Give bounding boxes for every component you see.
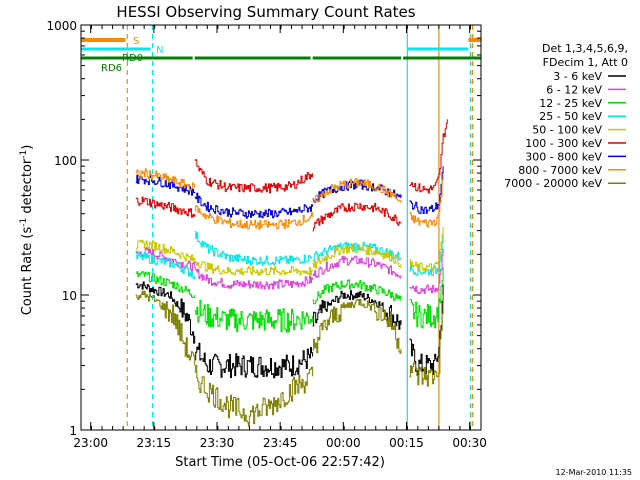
series-line-0-segment-0 — [135, 281, 196, 344]
series-line-5-segment-0 — [135, 196, 196, 218]
series-line-1-segment-1 — [194, 267, 314, 290]
series-line-7-segment-3 — [409, 173, 444, 228]
series-line-7-segment-2 — [312, 178, 402, 203]
series-line-2-segment-2 — [312, 279, 402, 305]
series-line-4-segment-1 — [194, 260, 314, 276]
series-line-8-segment-3 — [409, 295, 444, 387]
legend-entry-label: 12 - 25 keV — [539, 97, 602, 110]
series-line-2-segment-0 — [135, 270, 196, 298]
y-axis-label-sup1: -1 — [19, 218, 29, 227]
series-line-6-segment-0 — [135, 174, 196, 196]
legend-entry-label: 100 - 300 keV — [525, 137, 602, 150]
series-line-3-segment-2 — [312, 241, 402, 262]
flag-label-s: S — [133, 36, 139, 47]
y-tick-label: 1000 — [46, 19, 77, 33]
y-axis-label-mid: detector — [20, 158, 35, 218]
series-line-3-segment-0 — [135, 252, 196, 280]
x-tick-label: 00:00 — [326, 436, 361, 450]
y-tick-label: 1 — [69, 424, 77, 438]
legend-entry-label: 800 - 7000 keV — [518, 164, 602, 177]
series-line-3-segment-1 — [194, 231, 313, 266]
x-tick-label: 00:30 — [452, 436, 487, 450]
x-tick-label: 23:45 — [263, 436, 298, 450]
series-line-8-segment-0 — [135, 290, 196, 366]
y-axis-label-sup2: -1 — [19, 150, 29, 159]
series-line-1-segment-3 — [409, 248, 444, 294]
series-line-7-segment-0 — [135, 168, 196, 192]
footer-date: 12-Mar-2010 11:35 — [556, 468, 633, 477]
series-line-1-segment-2 — [312, 255, 402, 279]
legend-entry-label: 6 - 12 keV — [546, 83, 602, 96]
series-line-5-segment-2 — [312, 202, 402, 232]
series-line-8-segment-1 — [194, 365, 314, 427]
legend-header-line: FDecim 1, Att 0 — [543, 56, 628, 69]
series-line-0-segment-2 — [312, 290, 402, 330]
y-axis-label-end: ) — [20, 145, 35, 150]
series-line-0-segment-1 — [194, 342, 314, 379]
series-line-2-segment-1 — [194, 300, 314, 333]
series-line-4-segment-3 — [409, 226, 444, 272]
chart-title: HESSI Observing Summary Count Rates — [116, 3, 415, 21]
series-line-5-segment-3 — [409, 119, 448, 194]
legend-header-line: Det 1,3,4,5,6,9, — [542, 42, 628, 55]
legend-entry-label: 7000 - 20000 keV — [504, 177, 602, 190]
x-tick-label: 23:30 — [200, 436, 235, 450]
series-line-8-segment-2 — [312, 298, 402, 354]
series-line-0-segment-3 — [409, 284, 444, 375]
series-line-5-segment-1 — [194, 159, 314, 194]
series-line-2-segment-3 — [409, 267, 444, 329]
legend-entry-label: 3 - 6 keV — [553, 70, 602, 83]
flag-label-rd0: RD0 — [122, 53, 143, 64]
legend-entry-label: 50 - 100 keV — [532, 124, 602, 137]
series-line-6-segment-1 — [194, 192, 314, 219]
x-tick-label: 23:00 — [73, 436, 108, 450]
x-axis-label: Start Time (05-Oct-06 22:57:42) — [175, 455, 385, 470]
legend-entry-label: 25 - 50 keV — [539, 110, 602, 123]
x-tick-label: 23:15 — [137, 436, 172, 450]
series-line-4-segment-0 — [135, 239, 196, 262]
legend: Det 1,3,4,5,6,9,FDecim 1, Att 03 - 6 keV… — [504, 42, 628, 190]
legend-entry-label: 300 - 800 keV — [525, 150, 602, 163]
series-line-4-segment-2 — [312, 244, 402, 269]
series-line-6-segment-3 — [409, 166, 444, 214]
flag-label-rd6: RD6 — [101, 63, 122, 74]
y-axis-label-main: Count Rate (s — [20, 227, 35, 316]
y-tick-label: 100 — [54, 154, 77, 168]
flag-label-n: N — [156, 45, 163, 56]
series-line-7-segment-1 — [194, 205, 314, 230]
y-tick-label: 10 — [62, 289, 77, 303]
y-axis-label: Count Rate (s-1 detector-1) — [19, 145, 35, 316]
x-tick-label: 00:15 — [389, 436, 424, 450]
